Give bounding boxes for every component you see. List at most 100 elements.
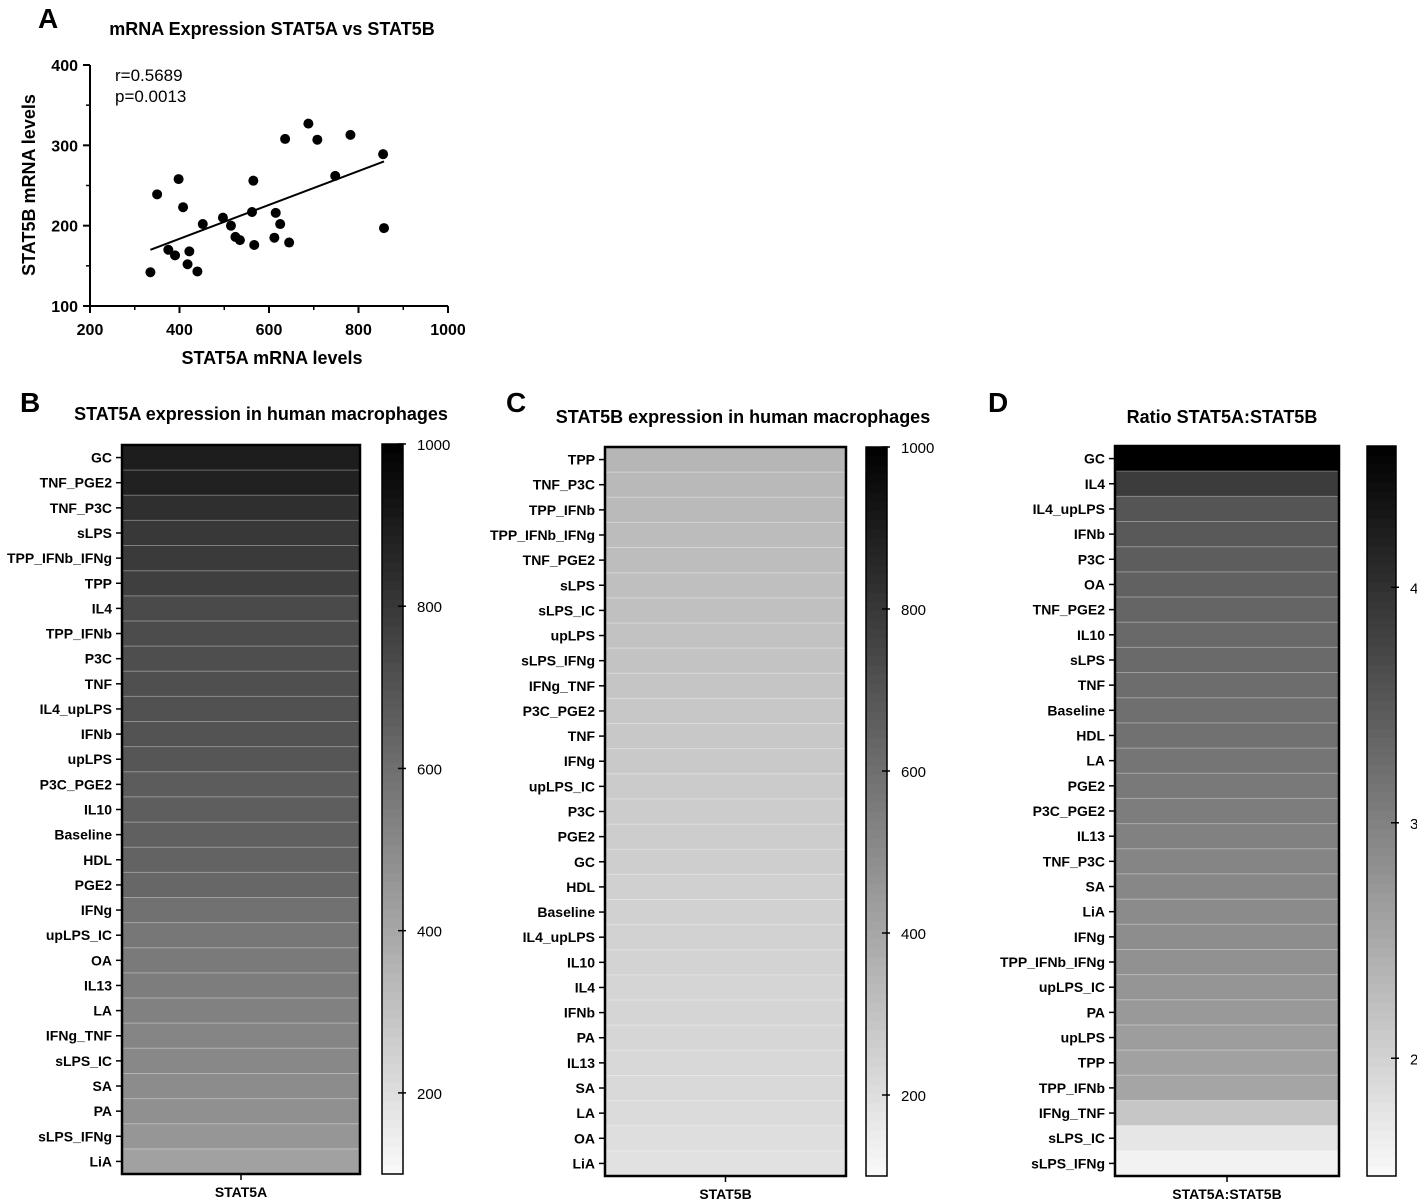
heatmap-cell <box>1115 1075 1339 1101</box>
row-label: sLPS_IFNg <box>1031 1155 1105 1171</box>
colorbar-segment <box>866 1002 887 1013</box>
row-label: TNF_P3C <box>533 477 595 493</box>
heatmap-cell <box>122 847 360 873</box>
row-label: Baseline <box>54 827 112 843</box>
colorbar-segment <box>382 754 403 764</box>
heatmap-title: STAT5A expression in human macrophages <box>74 404 448 424</box>
colorbar-segment <box>382 653 403 664</box>
scatter-point <box>345 129 356 140</box>
heatmap-title: STAT5B expression in human macrophages <box>556 407 930 427</box>
row-label: HDL <box>1076 727 1105 743</box>
row-label: GC <box>91 450 112 466</box>
colorbar-segment <box>866 1039 887 1050</box>
heatmap-cell <box>605 723 846 750</box>
colorbar-segment <box>382 781 403 792</box>
scatter-point <box>192 266 203 277</box>
scatter-point <box>248 175 259 186</box>
colorbar-segment <box>866 1011 887 1022</box>
colorbar-segment <box>1367 464 1396 474</box>
colorbar-segment <box>382 535 403 545</box>
scatter-point <box>182 259 193 270</box>
scatter-point <box>270 207 281 218</box>
colorbar-segment <box>866 1103 887 1113</box>
row-label: TNF_PGE2 <box>1033 602 1106 618</box>
colorbar-segment <box>866 629 887 639</box>
heatmap-cell <box>1115 1050 1339 1076</box>
colorbar-segment <box>382 818 403 828</box>
scatter-point <box>152 189 163 200</box>
colorbar-segment <box>1367 1066 1396 1077</box>
colorbar-segment <box>866 729 887 740</box>
scatter-point <box>163 244 174 255</box>
colorbar-segment <box>1367 546 1396 557</box>
colorbar-segment <box>382 681 403 691</box>
colorbar-segment <box>1367 765 1396 776</box>
colorbar-segment <box>1367 884 1396 894</box>
row-label: IL4_upLPS <box>1033 501 1105 517</box>
row-label: IL13 <box>1077 828 1105 844</box>
colorbar-segment <box>1367 719 1396 730</box>
row-label: TPP <box>568 452 595 468</box>
colorbar-segment <box>1367 564 1396 575</box>
colorbar-segment <box>1367 555 1396 566</box>
heatmap-cell <box>605 572 846 599</box>
y-tick-label: 300 <box>51 138 78 155</box>
heatmap-cell <box>605 1050 846 1076</box>
colorbar-segment <box>382 708 403 719</box>
heatmap-cell <box>605 673 846 699</box>
scatter-panel: mRNA Expression STAT5A vs STAT5B STAT5A … <box>19 19 466 368</box>
heatmap-cell <box>122 796 360 823</box>
colorbar-tick-label: 1000 <box>417 437 450 454</box>
row-label: upLPS_IC <box>1039 979 1105 995</box>
colorbar-segment <box>866 601 887 612</box>
scatter-point <box>173 174 184 185</box>
colorbar-segment <box>1367 582 1396 593</box>
colorbar-segment <box>1367 1039 1396 1049</box>
colorbar-segment <box>866 866 887 876</box>
row-label: IL4 <box>92 600 112 616</box>
row-label: SA <box>576 1080 595 1096</box>
row-label: sLPS_IC <box>1048 1130 1105 1146</box>
colorbar-segment <box>1367 792 1396 803</box>
scatter-x-label: STAT5A mRNA levels <box>181 348 362 368</box>
colorbar-segment <box>382 772 403 783</box>
colorbar-segment <box>382 1000 403 1011</box>
colorbar-segment <box>866 911 887 922</box>
panel-letter-a: A <box>38 3 58 34</box>
colorbar-tick-label: 4 <box>1410 580 1417 597</box>
colorbar-segment <box>382 872 403 883</box>
colorbar-segment <box>382 471 403 482</box>
heatmap-cell <box>605 472 846 498</box>
heatmap-cell <box>122 1098 360 1125</box>
heatmap-cell <box>122 897 360 924</box>
heatmap-cell <box>122 620 360 647</box>
colorbar-frame <box>381 443 404 1175</box>
row-label: PA <box>577 1030 595 1046</box>
row-label: upLPS <box>1061 1030 1105 1046</box>
colorbar-segment <box>382 1101 403 1111</box>
colorbar-segment <box>382 444 403 454</box>
row-label: IFNg_TNF <box>1039 1105 1106 1121</box>
colorbar-segment <box>382 1073 403 1084</box>
scatter-point <box>170 250 181 261</box>
colorbar-segment <box>866 565 887 576</box>
heatmap-cell <box>1115 521 1339 548</box>
row-label: TNF_PGE2 <box>40 475 113 491</box>
heatmap-cell <box>122 1148 360 1175</box>
colorbar-segment <box>1367 975 1396 985</box>
colorbar-segment <box>382 453 403 463</box>
colorbar-segment <box>1367 801 1396 812</box>
colorbar-segment <box>1367 738 1396 748</box>
colorbar-segment <box>382 498 403 509</box>
colorbar-segment <box>1367 929 1396 940</box>
colorbar-segment <box>1367 1103 1396 1113</box>
colorbar-segment <box>866 884 887 895</box>
scatter-point <box>145 267 156 278</box>
heatmap-cell <box>122 822 360 848</box>
heatmap-cell <box>1115 949 1339 976</box>
colorbar-segment <box>382 672 403 682</box>
heatmap-cell <box>122 445 360 471</box>
panel-letter-b: B <box>20 387 40 418</box>
row-label: TPP_IFNb <box>46 626 112 642</box>
heatmap-cell <box>1115 647 1339 674</box>
